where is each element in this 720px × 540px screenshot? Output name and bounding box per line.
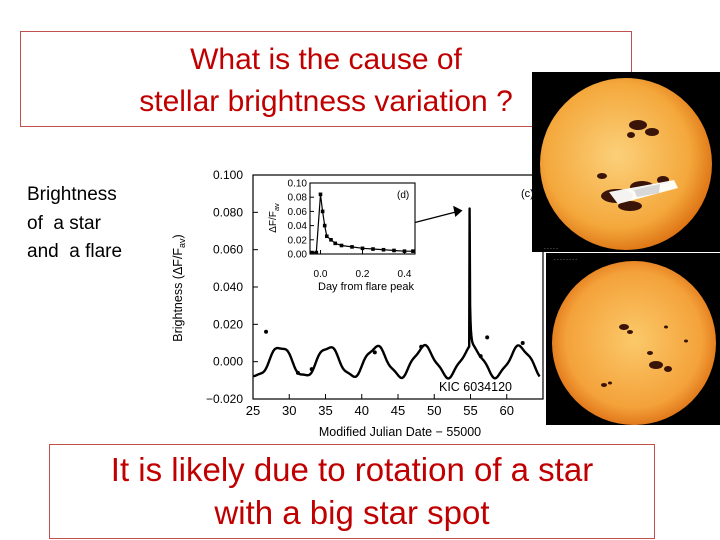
inset-x-tick-label: 0.4	[398, 269, 412, 280]
y-tick-label: 0.100	[213, 168, 243, 182]
side-label: Brightness of a star and a flare	[27, 181, 122, 267]
inset-point	[402, 249, 407, 253]
sun-with-small-spots-icon: - - - - - - - -	[552, 257, 716, 425]
panel-label-c: (c)	[521, 188, 534, 200]
title-box: What is the cause of stellar brightness …	[20, 31, 632, 127]
inset-flare-line	[312, 194, 413, 254]
inset-point	[310, 250, 314, 255]
inset-y-tick-label: 0.10	[288, 179, 308, 190]
full-disk-sun-photo: - - - - - - - -	[546, 253, 720, 425]
inset-y-tick-label: 0.04	[288, 221, 308, 232]
sun-with-large-spots-icon: - - - - -	[540, 78, 712, 252]
conclusion-line-1: It is likely due to rotation of a star	[110, 451, 594, 488]
title-line-1: What is the cause of	[190, 43, 462, 76]
inset-flare-plot: 0.10 0.08 0.06 0.04 0.02 0.00 0.0 0.2 0.4	[288, 179, 416, 280]
outlier-point	[419, 344, 424, 349]
inset-point	[325, 234, 329, 239]
inset-point	[318, 192, 323, 197]
outlier-point	[309, 367, 314, 372]
y-axis-label: Brightness (ΔF/Fav)	[171, 234, 187, 341]
y-tick-label: 0.060	[213, 243, 243, 257]
inset-x-axis-label: Day from flare peak	[318, 281, 414, 293]
light-curve-series	[252, 207, 541, 380]
y-tick-label: −0.020	[206, 392, 243, 406]
outlier-point	[264, 329, 269, 334]
x-axis-label: Modified Julian Date − 55000	[319, 425, 481, 439]
outlier-point	[295, 370, 300, 375]
inset-point	[329, 238, 333, 242]
inset-y-tick-label: 0.00	[288, 250, 308, 261]
inset-y-tick-label: 0.08	[288, 193, 308, 204]
inset-y-tick-label: 0.06	[288, 207, 308, 218]
inset-point	[350, 245, 354, 249]
brightness-chart: 25 30 35 40 45 50 55 60 0.100 0.080 0.060 0.040 0.02…	[171, 168, 544, 439]
conclusion-box: It is likely due to rotation of a star w…	[49, 444, 655, 539]
x-tick-label: 30	[282, 403, 296, 418]
inset-point	[360, 246, 365, 251]
inset-point	[411, 249, 415, 253]
inset-frame	[309, 182, 416, 255]
x-tick-label: 40	[355, 403, 369, 418]
inset-point	[381, 247, 386, 252]
y-tick-label: 0.020	[213, 317, 243, 331]
x-tick-label: 25	[246, 403, 260, 418]
inset-point	[333, 241, 337, 246]
title-line-2: stellar brightness variation ?	[139, 85, 513, 118]
y-tick-label: 0.080	[213, 205, 243, 219]
inset-point	[320, 209, 325, 214]
svg-text:- - - - - - - -: - - - - - - - -	[554, 257, 577, 263]
inset-y-tick-label: 0.02	[288, 235, 308, 246]
inset-point	[392, 248, 396, 253]
inset-y-axis-label: ΔF/Fav	[268, 203, 281, 233]
x-tick-label: 35	[318, 403, 332, 418]
main-axes: 25 30 35 40 45 50 55 60 0.100 0.080 0.060 0.040 0.02…	[206, 168, 544, 418]
svg-text:- - - - -: - - - - -	[544, 246, 558, 252]
inset-point	[371, 247, 375, 251]
light-curve-line	[252, 207, 541, 380]
sunspot-closeup-photo: - - - - -	[532, 72, 720, 252]
side-label-line-2: of a star	[27, 212, 101, 234]
y-tick-label: 0.000	[213, 355, 243, 369]
outlier-point	[372, 350, 377, 355]
inset-point	[314, 250, 319, 255]
arrow-head	[453, 205, 463, 217]
inset-x-tick-label: 0.2	[356, 269, 370, 280]
star-id-annotation: KIC 6034120	[439, 380, 512, 394]
inset-x-tick-label: 0.0	[314, 269, 328, 280]
conclusion-line-2: with a big star spot	[214, 494, 490, 531]
panel-label-d: (d)	[397, 190, 409, 201]
side-label-line-3: and a flare	[27, 241, 123, 262]
x-tick-label: 50	[427, 403, 441, 418]
side-label-line-1: Brightness	[27, 184, 117, 205]
inset-point	[322, 223, 327, 228]
inset-point	[339, 243, 344, 248]
outlier-point	[485, 335, 490, 340]
outlier-point	[520, 341, 525, 345]
outlier-point	[478, 354, 483, 359]
x-tick-label: 45	[391, 403, 405, 418]
x-tick-label: 55	[463, 403, 477, 418]
y-tick-label: 0.040	[213, 280, 243, 294]
x-tick-label: 60	[500, 403, 514, 418]
